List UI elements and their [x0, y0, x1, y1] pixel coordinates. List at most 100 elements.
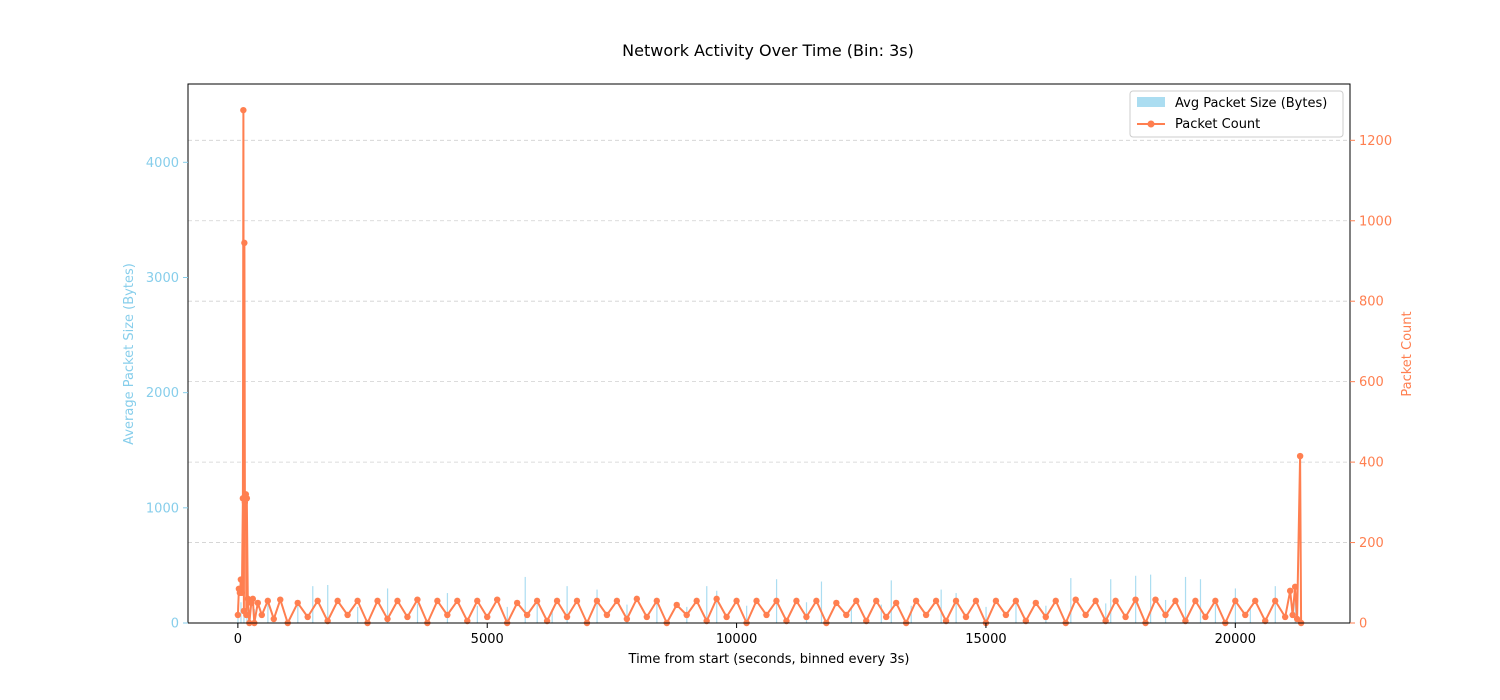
bar: [1015, 603, 1017, 623]
line-point: [533, 597, 541, 605]
line-point: [753, 597, 760, 605]
line-point: [384, 615, 391, 623]
bar: [327, 584, 329, 623]
line-point: [241, 239, 248, 247]
y-axis-left: 0 1000 2000 3000 4000: [146, 156, 188, 632]
x-axis: 0 5000 10000 15000 20000: [234, 623, 1256, 647]
bar: [940, 589, 942, 623]
line-point: [922, 611, 930, 619]
x-tick-label: 15000: [965, 632, 1006, 647]
bar: [1110, 579, 1112, 623]
bar: [240, 602, 242, 623]
grid-lines: [188, 139, 1350, 543]
line-point: [683, 611, 690, 619]
plot-frame: [187, 83, 1351, 624]
legend-label-line: Packet Count: [1175, 117, 1260, 132]
x-tick-label: 5000: [471, 632, 504, 647]
bar: [267, 602, 269, 623]
line-point: [240, 106, 247, 114]
line-point: [563, 613, 571, 621]
bar: [910, 605, 912, 623]
line-point: [254, 599, 262, 607]
y-right-tick-label: 0: [1359, 617, 1367, 632]
line-point: [270, 615, 277, 623]
bar: [386, 588, 389, 623]
line-point: [723, 613, 730, 621]
line-point: [603, 611, 611, 619]
line-point: [264, 597, 271, 605]
bar: [1294, 596, 1296, 623]
bar: [820, 581, 823, 623]
bar: [551, 609, 553, 623]
line-point: [1052, 597, 1059, 605]
line-point: [523, 611, 531, 619]
line-point: [1012, 597, 1020, 605]
line-point: [237, 576, 245, 583]
line-point: [294, 599, 301, 607]
bar: [656, 602, 658, 623]
line-point: [243, 495, 251, 502]
bar: [566, 586, 568, 623]
line-point: [1172, 597, 1179, 605]
x-tick-label: 0: [234, 632, 242, 647]
line-point: [374, 597, 381, 605]
line-point: [1252, 597, 1259, 605]
line-point: [962, 613, 970, 621]
line-point: [1293, 615, 1301, 623]
line-point: [653, 597, 660, 605]
y-right-tick-label: 1000: [1359, 214, 1392, 229]
line-point: [1289, 611, 1296, 619]
line-point: [334, 597, 341, 605]
line-point: [623, 615, 631, 623]
line-point: [573, 597, 581, 605]
line-point: [892, 599, 900, 607]
bar: [476, 605, 478, 623]
line-point: [434, 597, 441, 605]
line-point: [277, 596, 284, 603]
line-point: [763, 611, 770, 619]
bar: [890, 580, 892, 623]
line-point: [474, 597, 481, 605]
bar: [706, 586, 708, 623]
line-point: [932, 597, 940, 605]
line-point: [444, 611, 451, 619]
line-point: [304, 613, 311, 621]
line-point: [1271, 597, 1279, 605]
bar: [955, 593, 957, 623]
line-point: [454, 597, 461, 605]
bar-series: [237, 519, 1296, 623]
y-axis-right-label: Packet Count: [1400, 311, 1415, 396]
y-left-tick-label: 0: [171, 617, 179, 632]
legend-swatch-marker: [1147, 120, 1155, 128]
line-point: [643, 613, 651, 621]
line-point: [593, 597, 601, 605]
line-point: [414, 596, 421, 603]
legend-label-bars: Avg Packet Size (Bytes): [1175, 96, 1327, 111]
line-point: [238, 589, 246, 597]
legend-swatch-bars: [1137, 97, 1165, 107]
bar: [1274, 586, 1276, 623]
line-point: [1232, 597, 1239, 605]
line-point: [1212, 597, 1219, 605]
chart-title: Network Activity Over Time (Bin: 3s): [622, 41, 914, 60]
line-point: [1122, 613, 1129, 621]
bar: [416, 603, 419, 623]
bar: [446, 593, 449, 623]
line-point: [673, 601, 680, 609]
line-point: [1192, 597, 1199, 605]
line-point: [1242, 611, 1249, 619]
bar: [1164, 599, 1167, 623]
y-left-tick-label: 1000: [146, 501, 179, 516]
series-line: [236, 109, 1303, 624]
line-point: [1281, 613, 1289, 621]
bar: [596, 589, 598, 623]
line-point: [793, 597, 800, 605]
y-axis-right: 0 200 400 600 800 1000 1200: [1350, 134, 1392, 632]
bar: [716, 590, 718, 623]
bar: [985, 606, 987, 623]
bar: [312, 586, 314, 623]
bar: [1199, 579, 1202, 623]
line-point: [354, 597, 361, 605]
